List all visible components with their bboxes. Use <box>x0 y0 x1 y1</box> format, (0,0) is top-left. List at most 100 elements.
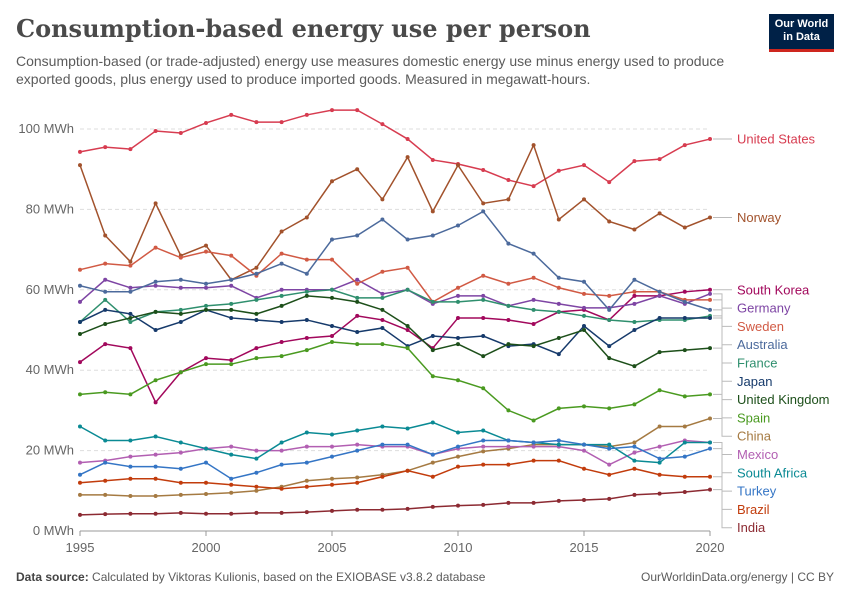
data-point[interactable] <box>456 430 460 435</box>
data-point[interactable] <box>254 271 259 276</box>
data-point[interactable] <box>582 313 586 318</box>
data-point[interactable] <box>632 444 637 449</box>
data-point[interactable] <box>607 344 612 349</box>
series-brazil[interactable] <box>78 458 712 491</box>
data-point[interactable] <box>153 309 158 314</box>
series-united-kingdom[interactable] <box>78 293 712 369</box>
data-point[interactable] <box>481 315 486 320</box>
data-point[interactable] <box>632 159 637 164</box>
series-turkey[interactable] <box>78 438 712 481</box>
series-line[interactable] <box>79 488 711 516</box>
data-point[interactable] <box>355 507 360 512</box>
credit-link[interactable]: OurWorldinData.org/energy | CC BY <box>641 570 834 584</box>
data-point[interactable] <box>456 342 460 347</box>
data-point[interactable] <box>153 511 158 516</box>
data-point[interactable] <box>582 404 586 409</box>
data-point[interactable] <box>153 245 158 250</box>
data-point[interactable] <box>632 277 637 282</box>
data-point[interactable] <box>708 446 712 451</box>
data-point[interactable] <box>103 460 108 465</box>
series-line[interactable] <box>79 210 711 312</box>
data-point[interactable] <box>304 510 309 515</box>
data-point[interactable] <box>229 511 234 516</box>
data-point[interactable] <box>481 449 486 454</box>
data-point[interactable] <box>229 315 234 320</box>
data-point[interactable] <box>279 120 284 125</box>
series-line[interactable] <box>79 288 711 323</box>
data-point[interactable] <box>355 108 360 113</box>
data-point[interactable] <box>128 494 133 499</box>
series-line[interactable] <box>80 417 711 497</box>
data-point[interactable] <box>456 336 460 341</box>
data-point[interactable] <box>178 466 183 471</box>
data-point[interactable] <box>607 356 612 361</box>
data-point[interactable] <box>355 480 360 485</box>
data-point[interactable] <box>481 273 486 278</box>
data-point[interactable] <box>78 283 82 288</box>
data-point[interactable] <box>103 145 108 150</box>
data-point[interactable] <box>229 444 234 449</box>
data-point[interactable] <box>556 309 561 314</box>
data-point[interactable] <box>556 275 561 280</box>
data-point[interactable] <box>254 120 259 125</box>
data-point[interactable] <box>128 319 133 324</box>
data-point[interactable] <box>153 129 158 134</box>
data-point[interactable] <box>178 319 183 324</box>
data-point[interactable] <box>481 438 486 443</box>
data-point[interactable] <box>103 307 108 312</box>
data-point[interactable] <box>153 434 158 439</box>
series-india[interactable] <box>78 487 712 517</box>
data-point[interactable] <box>254 484 259 489</box>
data-point[interactable] <box>430 299 435 304</box>
data-point[interactable] <box>481 293 486 298</box>
data-point[interactable] <box>531 321 536 326</box>
data-point[interactable] <box>153 328 158 332</box>
data-point[interactable] <box>632 301 637 306</box>
data-point[interactable] <box>607 317 612 322</box>
data-point[interactable] <box>103 321 108 326</box>
data-point[interactable] <box>330 179 334 184</box>
data-point[interactable] <box>582 291 586 296</box>
data-point[interactable] <box>632 466 637 471</box>
data-point[interactable] <box>430 474 435 479</box>
series-line[interactable] <box>79 421 710 464</box>
data-point[interactable] <box>506 462 511 467</box>
data-point[interactable] <box>682 474 687 479</box>
data-point[interactable] <box>506 438 511 443</box>
data-point[interactable] <box>607 442 612 447</box>
data-point[interactable] <box>279 251 284 256</box>
data-point[interactable] <box>204 281 208 286</box>
data-point[interactable] <box>682 490 687 495</box>
data-point[interactable] <box>128 454 133 459</box>
data-point[interactable] <box>304 112 309 117</box>
data-point[interactable] <box>682 225 687 230</box>
data-point[interactable] <box>708 487 712 492</box>
data-point[interactable] <box>204 243 208 248</box>
data-point[interactable] <box>355 448 360 453</box>
data-point[interactable] <box>380 217 385 222</box>
data-point[interactable] <box>204 446 208 451</box>
data-point[interactable] <box>355 428 360 433</box>
data-point[interactable] <box>103 289 108 294</box>
data-point[interactable] <box>405 328 410 332</box>
data-point[interactable] <box>78 492 82 497</box>
data-point[interactable] <box>405 426 410 431</box>
data-point[interactable] <box>78 149 82 154</box>
data-point[interactable] <box>229 362 234 367</box>
data-point[interactable] <box>531 440 536 445</box>
data-point[interactable] <box>481 502 486 507</box>
series-south-africa[interactable] <box>78 420 712 465</box>
data-point[interactable] <box>632 328 637 332</box>
data-point[interactable] <box>582 305 586 310</box>
data-point[interactable] <box>178 285 183 290</box>
data-point[interactable] <box>506 178 511 183</box>
data-point[interactable] <box>304 460 309 465</box>
data-point[interactable] <box>405 265 410 270</box>
data-point[interactable] <box>456 299 460 304</box>
series-france[interactable] <box>78 287 712 324</box>
series-label[interactable]: China <box>737 429 772 444</box>
series-label[interactable]: United Kingdom <box>737 392 830 407</box>
data-point[interactable] <box>380 507 385 512</box>
data-point[interactable] <box>229 112 234 117</box>
data-point[interactable] <box>582 466 586 471</box>
